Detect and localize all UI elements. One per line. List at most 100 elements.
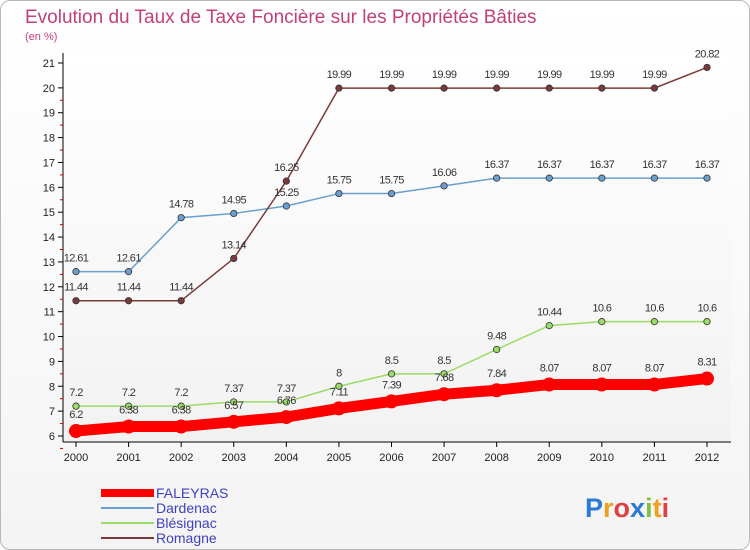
- data-point: [335, 84, 343, 92]
- data-label: 19.99: [432, 69, 457, 81]
- y-tick-label: 16: [43, 182, 55, 194]
- data-point: [493, 174, 501, 182]
- x-tick-label: 2004: [274, 452, 298, 464]
- data-point: [650, 84, 659, 92]
- data-point: [124, 297, 133, 305]
- data-point: [124, 268, 133, 276]
- data-point: [598, 84, 606, 92]
- data-point: [545, 321, 553, 330]
- logo-letter: i: [662, 493, 670, 523]
- data-label: 7.84: [487, 368, 506, 380]
- data-label: 16.37: [590, 159, 615, 171]
- data-label: 19.99: [327, 69, 352, 81]
- y-tick-label: 12: [43, 282, 55, 294]
- data-point: [493, 84, 501, 92]
- data-point: [542, 377, 557, 392]
- data-label: 6.76: [277, 395, 296, 407]
- data-label: 8.5: [385, 355, 399, 367]
- data-point: [598, 318, 606, 326]
- y-tick-label: 6: [49, 431, 55, 443]
- y-tick-label: 15: [43, 207, 55, 219]
- logo-letter: i: [645, 493, 653, 523]
- x-tick-label: 2006: [379, 452, 403, 464]
- data-label: 19.99: [537, 69, 562, 81]
- data-point: [72, 268, 80, 276]
- data-label: 11.44: [117, 282, 141, 294]
- y-tick-label: 14: [43, 232, 55, 244]
- data-point: [650, 318, 659, 326]
- data-label: 11.44: [169, 282, 193, 294]
- data-label: 16.37: [537, 159, 562, 171]
- data-label: 6.2: [69, 409, 83, 421]
- data-point: [387, 84, 396, 92]
- data-label: 10.6: [645, 303, 664, 315]
- data-point: [72, 297, 80, 305]
- data-point: [335, 189, 343, 198]
- data-label: 7.2: [69, 387, 83, 399]
- data-label: 8.07: [645, 363, 664, 375]
- data-point: [174, 419, 189, 434]
- data-point: [489, 383, 504, 398]
- data-point: [230, 398, 238, 406]
- y-tick-label: 18: [43, 133, 55, 145]
- data-label: 9.48: [487, 330, 506, 342]
- data-point: [703, 63, 711, 72]
- data-label: 7.37: [277, 383, 296, 395]
- legend-entry: Dardenac: [101, 500, 217, 516]
- data-label: 8.07: [592, 363, 611, 375]
- x-tick-label: 2007: [432, 452, 456, 464]
- data-point: [387, 189, 396, 198]
- data-label: 8.5: [437, 355, 451, 367]
- data-point: [545, 174, 553, 182]
- data-label: 6.38: [172, 405, 191, 417]
- data-label: 8.31: [697, 357, 716, 369]
- y-tick-label: 11: [44, 307, 55, 319]
- data-label: 6.57: [224, 400, 243, 412]
- x-tick-label: 2011: [643, 452, 667, 464]
- legend-entry: Romagne: [101, 530, 217, 546]
- data-point: [703, 174, 711, 182]
- data-point: [226, 414, 241, 429]
- data-point: [387, 370, 396, 378]
- data-label: 16.25: [274, 162, 299, 174]
- legend-label: FALEYRAS: [156, 485, 228, 501]
- data-point: [230, 254, 238, 263]
- data-label: 8.07: [540, 363, 559, 375]
- data-label: 14.95: [221, 194, 246, 206]
- y-tick-label: 17: [43, 157, 55, 169]
- data-point: [440, 84, 448, 92]
- data-point: [440, 182, 448, 190]
- y-tick-label: 21: [43, 58, 55, 70]
- x-tick-label: 2003: [222, 452, 246, 464]
- data-point: [69, 424, 83, 439]
- data-point: [440, 370, 448, 378]
- data-label: 19.99: [642, 69, 667, 81]
- data-label: 16.37: [484, 159, 509, 171]
- legend-entry: FALEYRAS: [101, 485, 228, 501]
- x-tick-label: 2001: [116, 452, 140, 464]
- y-tick-label: 20: [43, 83, 55, 95]
- data-point: [282, 177, 290, 185]
- plot-area: [63, 53, 731, 442]
- x-tick-label: 2000: [64, 452, 88, 464]
- data-label: 7.2: [174, 387, 188, 399]
- x-tick-label: 2009: [537, 452, 561, 464]
- svg-text:Proxiti: Proxiti: [585, 493, 669, 523]
- y-tick-label: 10: [43, 332, 55, 344]
- data-point: [121, 419, 136, 434]
- data-label: 16.06: [432, 167, 457, 179]
- data-point: [335, 382, 343, 390]
- data-point: [177, 214, 185, 222]
- x-tick-label: 2002: [169, 452, 193, 464]
- data-point: [124, 402, 133, 410]
- data-label: 8: [336, 367, 342, 379]
- data-point: [647, 377, 662, 392]
- chart-subtitle: (en %): [25, 31, 57, 43]
- logo-letter: t: [653, 493, 662, 523]
- x-tick-label: 2010: [590, 452, 614, 464]
- logo-letter: r: [603, 493, 614, 523]
- y-tick-label: 8: [49, 381, 55, 393]
- legend-label: Blésignac: [156, 515, 217, 531]
